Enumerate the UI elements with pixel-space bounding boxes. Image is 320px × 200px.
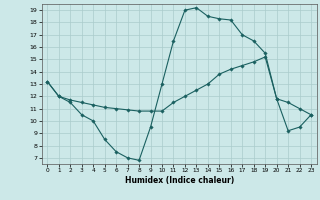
X-axis label: Humidex (Indice chaleur): Humidex (Indice chaleur) (124, 176, 234, 185)
